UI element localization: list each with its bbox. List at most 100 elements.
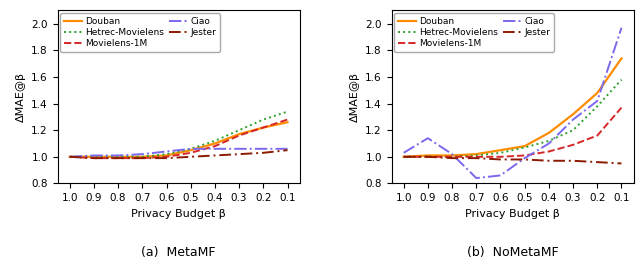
Title: (a)  MetaMF: (a) MetaMF (141, 246, 216, 259)
Movielens-1M (163, 155, 170, 158)
Douban (90, 155, 98, 158)
Line: Jester: Jester (404, 157, 621, 163)
Hetrec-Movielens (545, 139, 553, 143)
Hetrec-Movielens (618, 78, 625, 81)
Hetrec-Movielens (138, 155, 146, 158)
Jester (448, 157, 456, 160)
Jester (236, 152, 243, 156)
Douban (497, 149, 504, 152)
Jester (618, 162, 625, 165)
Movielens-1M (521, 154, 529, 157)
Douban (66, 155, 74, 158)
Movielens-1M (259, 126, 267, 129)
Ciao (236, 147, 243, 150)
Ciao (472, 177, 480, 180)
Ciao (115, 154, 122, 157)
Movielens-1M (448, 155, 456, 158)
Hetrec-Movielens (284, 110, 291, 113)
Douban (569, 113, 577, 116)
Line: Hetrec-Movielens: Hetrec-Movielens (404, 80, 621, 157)
Jester (545, 159, 553, 162)
Y-axis label: ΔMAE@β: ΔMAE@β (349, 72, 360, 122)
Douban (163, 154, 170, 157)
X-axis label: Privacy Budget β: Privacy Budget β (465, 209, 560, 219)
Movielens-1M (236, 134, 243, 137)
Legend: Douban, Hetrec-Movielens, Movielens-1M, Ciao, Jester: Douban, Hetrec-Movielens, Movielens-1M, … (60, 13, 220, 52)
Jester (569, 159, 577, 162)
Ciao (90, 154, 98, 157)
Ciao (163, 150, 170, 153)
Hetrec-Movielens (236, 129, 243, 132)
Ciao (593, 99, 601, 102)
Ciao (400, 151, 408, 154)
Line: Movielens-1M: Movielens-1M (404, 108, 621, 157)
Line: Jester: Jester (70, 150, 287, 158)
Douban (618, 57, 625, 60)
Movielens-1M (545, 150, 553, 153)
Jester (400, 155, 408, 158)
Line: Douban: Douban (404, 58, 621, 157)
Movielens-1M (138, 157, 146, 160)
Line: Movielens-1M: Movielens-1M (70, 119, 287, 158)
Movielens-1M (115, 157, 122, 160)
Douban (448, 154, 456, 157)
Hetrec-Movielens (400, 155, 408, 158)
Douban (472, 152, 480, 156)
Line: Ciao: Ciao (404, 28, 621, 178)
Jester (284, 149, 291, 152)
Line: Hetrec-Movielens: Hetrec-Movielens (70, 112, 287, 157)
Movielens-1M (284, 118, 291, 121)
Douban (400, 155, 408, 158)
Ciao (187, 147, 195, 150)
Jester (521, 158, 529, 161)
Movielens-1M (618, 106, 625, 109)
Hetrec-Movielens (211, 139, 219, 143)
Ciao (138, 152, 146, 156)
Movielens-1M (497, 155, 504, 158)
Hetrec-Movielens (187, 147, 195, 150)
X-axis label: Privacy Budget β: Privacy Budget β (131, 209, 226, 219)
Hetrec-Movielens (521, 146, 529, 149)
Jester (593, 161, 601, 164)
Movielens-1M (211, 145, 219, 148)
Ciao (521, 157, 529, 160)
Movielens-1M (90, 157, 98, 160)
Jester (424, 155, 432, 158)
Jester (115, 157, 122, 160)
Movielens-1M (593, 134, 601, 137)
Hetrec-Movielens (497, 151, 504, 154)
Hetrec-Movielens (424, 155, 432, 158)
Ciao (618, 26, 625, 29)
Ciao (66, 155, 74, 158)
Ciao (259, 147, 267, 150)
Ciao (497, 174, 504, 177)
Jester (497, 158, 504, 161)
Douban (259, 126, 267, 129)
Ciao (448, 152, 456, 156)
Hetrec-Movielens (448, 155, 456, 158)
Y-axis label: ΔMAE@β: ΔMAE@β (16, 72, 26, 122)
Jester (472, 157, 480, 160)
Douban (236, 133, 243, 136)
Jester (90, 157, 98, 160)
Jester (66, 155, 74, 158)
Douban (284, 121, 291, 124)
Ciao (569, 118, 577, 121)
Movielens-1M (187, 151, 195, 154)
Hetrec-Movielens (569, 129, 577, 132)
Douban (187, 149, 195, 152)
Legend: Douban, Hetrec-Movielens, Movielens-1M, Ciao, Jester: Douban, Hetrec-Movielens, Movielens-1M, … (394, 13, 554, 52)
Hetrec-Movielens (472, 154, 480, 157)
Movielens-1M (66, 155, 74, 158)
Ciao (284, 147, 291, 150)
Douban (424, 154, 432, 157)
Hetrec-Movielens (163, 152, 170, 156)
Hetrec-Movielens (259, 118, 267, 121)
Line: Douban: Douban (70, 122, 287, 157)
Jester (163, 157, 170, 160)
Douban (593, 91, 601, 95)
Title: (b)  NoMetaMF: (b) NoMetaMF (467, 246, 559, 259)
Douban (138, 155, 146, 158)
Ciao (211, 147, 219, 150)
Douban (521, 145, 529, 148)
